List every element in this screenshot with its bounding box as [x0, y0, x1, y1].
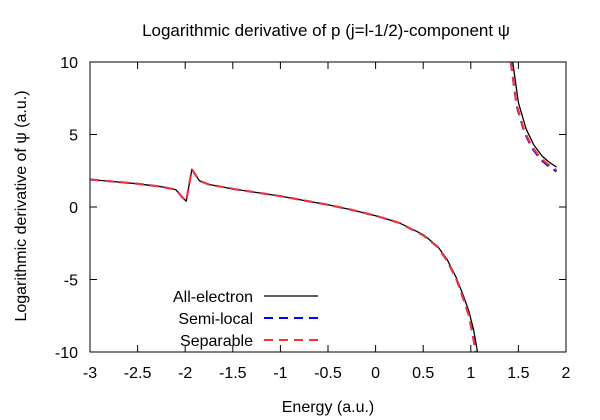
all-electron-line-segment-2: [512, 62, 557, 168]
y-tick-label: 0: [69, 200, 78, 217]
x-tick-label: -3: [83, 365, 97, 382]
all-electron-line-segment-1: [90, 168, 479, 352]
x-tick-label: -2: [178, 365, 192, 382]
y-tick-label: -5: [64, 273, 78, 290]
x-tick-label: -2.5: [124, 365, 152, 382]
separable-line-segment-1: [90, 168, 477, 352]
x-axis-label: Energy (a.u.): [282, 399, 374, 416]
plot-area: -3 -2.5 -2 -1.5 -1 -0.5 0 0.5 1 1.5 2 -10 -5 0 5 10 All-…: [55, 55, 571, 382]
y-tick-label: -10: [55, 345, 78, 362]
x-tick-label: 1.5: [507, 365, 529, 382]
y-tick-label: 5: [69, 128, 78, 145]
legend-label-semi-local: Semi-local: [178, 311, 253, 328]
legend-label-all-electron: All-electron: [173, 289, 253, 306]
y-tick-label: 10: [60, 55, 78, 72]
x-tick-label: 0.5: [412, 365, 434, 382]
x-tick-label: 1: [466, 365, 475, 382]
x-tick-label: -1.5: [219, 365, 247, 382]
y-axis-label: Logarithmic derivative of ψ (a.u.): [13, 90, 30, 321]
legend-label-separable: Separable: [180, 333, 253, 350]
x-tick-label: -0.5: [314, 365, 342, 382]
x-tick-label: 2: [562, 365, 571, 382]
chart-title: Logarithmic derivative of p (j=l-1/2)-co…: [142, 21, 510, 40]
x-tick-label: 0: [371, 365, 380, 382]
x-tick-label: -1: [273, 365, 287, 382]
separable-line-segment-2: [509, 62, 558, 171]
semi-local-line-segment-2: [509, 62, 558, 173]
plot-frame: [89, 61, 567, 353]
